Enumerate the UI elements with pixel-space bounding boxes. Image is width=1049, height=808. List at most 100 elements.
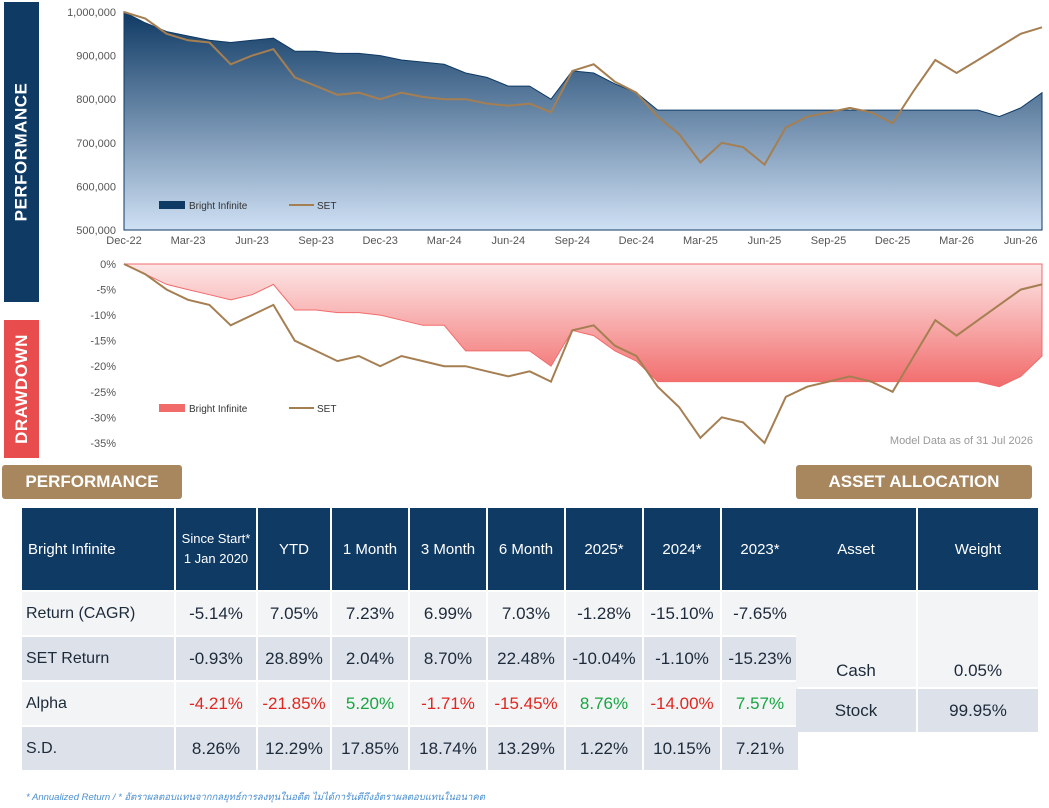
col-header-3-month: 3 Month — [410, 508, 486, 590]
table-cell: 1.22% — [566, 727, 642, 770]
allocation-table-row: Cash 0.05% — [796, 592, 1038, 687]
table-cell: -1.10% — [644, 637, 720, 680]
x-tick-label: Dec-23 — [362, 235, 397, 247]
performance-table: Bright Infinite Since Start* 1 Jan 2020 Y… — [20, 506, 800, 772]
y-tick-label: 0% — [100, 259, 116, 271]
x-tick-label: Dec-22 — [106, 235, 141, 247]
performance-side-label: PERFORMANCE — [4, 2, 39, 302]
table-cell: 10.15% — [644, 727, 720, 770]
table-cell: -15.23% — [722, 637, 798, 680]
col-header-since-start-text: Since Start* 1 Jan 2020 — [181, 531, 251, 566]
x-tick-label: Jun-26 — [1004, 235, 1038, 247]
x-tick-label: Dec-25 — [875, 235, 910, 247]
table-cell: -7.65% — [722, 592, 798, 635]
table-cell: -14.00% — [644, 682, 720, 725]
model-data-note: Model Data as of 31 Jul 2026 — [890, 435, 1033, 447]
allocation-table-row: Stock 99.95% — [796, 689, 1038, 732]
col-header-2025: 2025* — [566, 508, 642, 590]
performance-table-body: Return (CAGR) -5.14% 7.05% 7.23% 6.99% 7.03% -… — [22, 592, 798, 770]
x-tick-label: Jun-23 — [235, 235, 269, 247]
y-tick-label: -5% — [96, 285, 116, 297]
x-tick-label: Mar-25 — [683, 235, 718, 247]
asset-allocation-banner: ASSET ALLOCATION — [796, 465, 1032, 499]
table-cell: 28.89% — [258, 637, 330, 680]
y-tick-label: -15% — [90, 336, 116, 348]
drawdown-side-label: DRAWDOWN — [4, 320, 39, 458]
table-cell: Stock — [796, 689, 916, 732]
performance-table-row: Return (CAGR) -5.14% 7.05% 7.23% 6.99% 7.03% -… — [22, 592, 798, 635]
x-tick-label: Jun-24 — [491, 235, 525, 247]
performance-table-row: S.D. 8.26% 12.29% 17.85% 18.74% 13.29% 1.22% 10… — [22, 727, 798, 770]
y-tick-label: -25% — [90, 387, 116, 399]
series-bright-infinite-area — [123, 11, 1043, 231]
table-cell: Cash — [796, 592, 916, 687]
col-header-1-month: 1 Month — [332, 508, 408, 590]
y-tick-label: -20% — [90, 361, 116, 373]
x-tick-label: Jun-25 — [748, 235, 782, 247]
table-cell: -1.71% — [410, 682, 486, 725]
y-tick-label: -35% — [90, 438, 116, 450]
y-tick-label: 900,000 — [76, 51, 116, 63]
row-label: SET Return — [22, 637, 174, 680]
y-tick-label: 700,000 — [76, 138, 116, 150]
table-cell: 7.21% — [722, 727, 798, 770]
legend-swatch-bright-infinite — [159, 201, 185, 209]
allocation-table-body: Cash 0.05% Stock 99.95% — [796, 592, 1038, 732]
table-cell: -1.28% — [566, 592, 642, 635]
table-cell: 7.05% — [258, 592, 330, 635]
col-header-ytd: YTD — [258, 508, 330, 590]
row-label: Alpha — [22, 682, 174, 725]
table-cell: 2.04% — [332, 637, 408, 680]
table-cell: 6.99% — [410, 592, 486, 635]
legend-label-bright-infinite: Bright Infinite — [189, 404, 248, 415]
table-cell: 8.70% — [410, 637, 486, 680]
allocation-header-row: Asset Weight — [796, 508, 1038, 590]
table-cell: -5.14% — [176, 592, 256, 635]
x-tick-label: Dec-24 — [619, 235, 654, 247]
row-label: Return (CAGR) — [22, 592, 174, 635]
series-set-line — [123, 11, 1043, 167]
table-cell: -0.93% — [176, 637, 256, 680]
table-cell: 99.95% — [918, 689, 1038, 732]
series-bright-infinite-area — [123, 263, 1043, 388]
performance-table-row: Alpha -4.21% -21.85% 5.20% -1.71% -15.45% 8.76… — [22, 682, 798, 725]
table-cell: -15.45% — [488, 682, 564, 725]
asset-allocation-table: Asset Weight Cash 0.05% Stock 99.95% — [794, 506, 1040, 734]
x-tick-label: Sep-23 — [298, 235, 333, 247]
x-tick-label: Sep-24 — [555, 235, 590, 247]
table-cell: 7.23% — [332, 592, 408, 635]
table-cell: 5.20% — [332, 682, 408, 725]
col-header-6-month: 6 Month — [488, 508, 564, 590]
series-set-line — [123, 263, 1043, 445]
table-cell: 22.48% — [488, 637, 564, 680]
asset-allocation-banner-title: ASSET ALLOCATION — [828, 472, 1000, 491]
table-cell: 17.85% — [332, 727, 408, 770]
table-cell: -4.21% — [176, 682, 256, 725]
legend-label-set: SET — [317, 404, 336, 415]
table-cell: 0.05% — [918, 592, 1038, 687]
performance-banner-title: PERFORMANCE — [25, 472, 159, 491]
col-header-weight: Weight — [918, 508, 1038, 590]
y-tick-label: -10% — [90, 310, 116, 322]
table-cell: 7.03% — [488, 592, 564, 635]
charts-area: 1,000,000 900,000 800,000 700,000 600,000 500… — [67, 7, 1043, 450]
x-tick-label: Mar-26 — [939, 235, 974, 247]
legend-swatch-bright-infinite — [159, 404, 185, 412]
performance-banner: PERFORMANCE — [2, 465, 182, 499]
table-cell: 18.74% — [410, 727, 486, 770]
row-label: S.D. — [22, 727, 174, 770]
table-cell: 7.57% — [722, 682, 798, 725]
performance-chart: 1,000,000 900,000 800,000 700,000 600,000 500… — [67, 7, 1043, 247]
y-tick-label: 500,000 — [76, 225, 116, 237]
table-cell: 12.29% — [258, 727, 330, 770]
legend-label-bright-infinite: Bright Infinite — [189, 201, 248, 212]
drawdown-chart: 0% -5% -10% -15% -20% -25% -30% -35% Bright Infi… — [90, 259, 1043, 450]
col-header-since-start: Since Start* 1 Jan 2020 — [176, 508, 256, 590]
x-tick-label: Mar-24 — [427, 235, 462, 247]
x-tick-label: Mar-23 — [171, 235, 206, 247]
corner-header: Bright Infinite — [22, 508, 174, 590]
y-tick-label: 600,000 — [76, 181, 116, 193]
y-tick-label: -30% — [90, 412, 116, 424]
x-tick-label: Sep-25 — [811, 235, 846, 247]
table-cell: 8.76% — [566, 682, 642, 725]
